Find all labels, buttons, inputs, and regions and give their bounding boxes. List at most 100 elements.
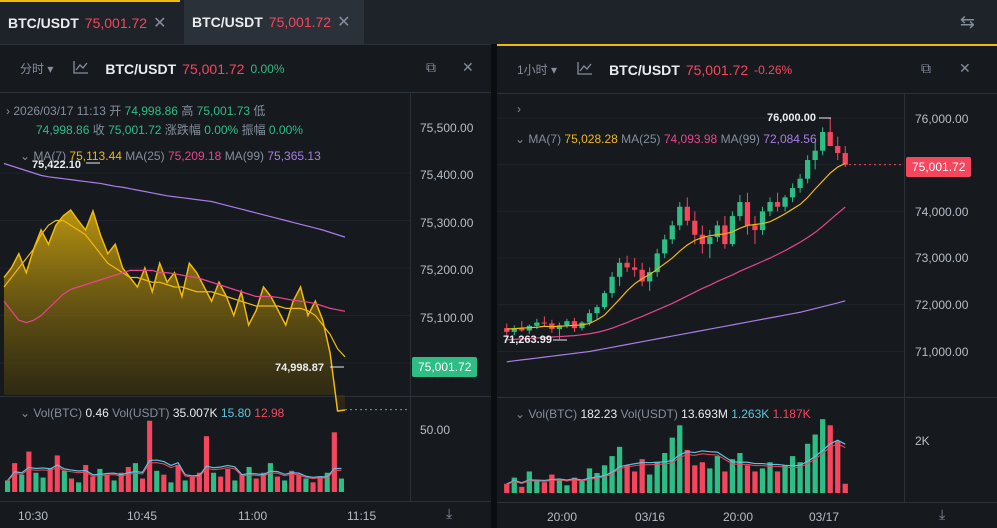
tab-symbol: BTC/USDT: [192, 14, 263, 30]
close-icon[interactable]: ✕: [337, 14, 351, 31]
vol-usdt-value: 13.693M: [681, 407, 728, 421]
candle-body: [820, 132, 826, 151]
chart-type-icon[interactable]: [577, 61, 593, 78]
vol-chevron-icon[interactable]: ⌄: [515, 407, 526, 421]
pane-symbol: BTC/USDT: [609, 61, 680, 78]
pane-price: 75,001.72: [182, 60, 245, 77]
volume-bar: [789, 456, 796, 493]
volume-bar: [782, 465, 788, 493]
interval-selector[interactable]: 分时 ▾: [20, 60, 53, 77]
close-icon[interactable]: ✕: [462, 59, 474, 75]
candle-body: [669, 225, 675, 240]
caret-down-icon: ▾: [551, 63, 558, 77]
volume-bar: [211, 472, 217, 492]
pane-header: 1小时 ▾ BTC/USDT 75,001.72 -0.26% ⧉ ✕: [497, 46, 997, 94]
volume-bar: [225, 468, 231, 492]
volume-bar: [684, 449, 690, 493]
volume-bar: [61, 470, 67, 492]
volume-bar: [654, 462, 660, 493]
ma7-value: 75,028.28: [564, 132, 618, 146]
volume-bar: [274, 476, 281, 492]
volume-bar: [132, 463, 138, 492]
candle-body: [774, 202, 781, 207]
candle-body: [541, 322, 548, 324]
volume-bar: [5, 480, 11, 492]
volume-bar: [571, 477, 578, 493]
volume-bar: [182, 480, 188, 492]
pane-header: 分时 ▾ BTC/USDT 75,001.72 0.00% ⧉ ✕: [0, 45, 491, 93]
volume-bar: [324, 472, 330, 492]
volume-bar: [504, 483, 510, 493]
vol-btc-label: Vol(BTC): [528, 407, 578, 421]
candle-body: [519, 328, 525, 331]
volume-bar: [111, 480, 117, 492]
volume-bar: [639, 459, 645, 493]
candle-body: [699, 234, 705, 245]
reset-scale-icon[interactable]: ⤓: [939, 506, 946, 522]
candle-body: [609, 276, 615, 294]
ma-chevron-icon[interactable]: ⌄: [515, 132, 526, 146]
reset-scale-icon[interactable]: ⤓: [446, 505, 453, 521]
candle-body: [594, 307, 600, 314]
volume-bar: [260, 472, 266, 492]
volume-bar: [835, 440, 841, 493]
volume-bar: [631, 471, 638, 493]
y-tick: 75,100.00: [420, 311, 474, 325]
price-tag: 75,001.72: [412, 357, 478, 377]
volume-bar: [511, 477, 517, 493]
interval-label: 1小时: [517, 63, 548, 77]
volume-bar: [526, 471, 532, 493]
close-icon[interactable]: ✕: [959, 60, 971, 76]
candle-body: [744, 202, 751, 226]
info-date: 2026/03/17 11:13: [13, 104, 106, 118]
price-axis-line: [904, 94, 905, 502]
swap-arrows-icon[interactable]: ⇆: [959, 12, 975, 32]
pane-change: 0.00%: [250, 61, 285, 76]
tab-btcusdt-1[interactable]: BTC/USDT 75,001.72 ✕: [0, 0, 180, 44]
volume-bar: [154, 470, 160, 492]
vol-usdt-label: Vol(USDT): [112, 406, 170, 420]
chart-type-icon[interactable]: [73, 60, 89, 77]
expand-icon[interactable]: ⧉: [426, 59, 436, 75]
candle-body: [504, 328, 510, 332]
volume-bar: [68, 478, 75, 492]
candle-body: [842, 153, 848, 165]
volume-bar: [722, 471, 728, 493]
tab-price: 75,001.72: [268, 14, 332, 30]
volume-bar: [289, 470, 295, 492]
time-axis-separator: [0, 501, 491, 502]
info-chevron-icon[interactable]: ›: [6, 104, 10, 118]
volume-bar: [767, 462, 773, 493]
volume-bar: [549, 474, 555, 493]
volume-bar: [232, 480, 238, 492]
info-chevron-icon[interactable]: ›: [517, 102, 521, 116]
x-tick: 20:00: [723, 510, 754, 524]
interval-selector[interactable]: 1小时 ▾: [517, 61, 557, 78]
x-tick: 20:00: [547, 510, 578, 524]
volume-bar: [147, 420, 153, 492]
candle-body: [835, 146, 841, 154]
volume-bar: [97, 468, 103, 492]
volume-bar: [820, 419, 826, 493]
right-candle-chart[interactable]: [497, 46, 997, 528]
pane-divider[interactable]: [491, 44, 497, 528]
high-marker: 76,000.00: [767, 112, 816, 124]
ma-chevron-icon[interactable]: ⌄: [20, 149, 31, 163]
ma7-line: [3, 219, 346, 358]
vol-chevron-icon[interactable]: ⌄: [20, 406, 31, 420]
high-label: 高: [181, 104, 194, 118]
volume-bar: [310, 482, 316, 492]
close-icon[interactable]: ✕: [153, 15, 167, 32]
tab-btcusdt-2[interactable]: BTC/USDT 75,001.72 ✕: [184, 0, 364, 44]
volume-bar: [556, 479, 563, 493]
volume-bar: [797, 462, 803, 493]
expand-icon[interactable]: ⧉: [921, 60, 931, 76]
y-tick: 76,000.00: [915, 112, 969, 126]
low-value: 74,998.86: [36, 123, 90, 137]
high-value: 75,001.73: [196, 104, 251, 118]
volume-bar: [827, 425, 833, 493]
info-line-1: › 2026/03/17 11:13 开 74,998.86 高 75,001.…: [6, 102, 265, 119]
volume-bar: [759, 468, 766, 493]
vol-ma2-line: [7, 462, 342, 482]
left-price-chart[interactable]: [0, 45, 491, 528]
